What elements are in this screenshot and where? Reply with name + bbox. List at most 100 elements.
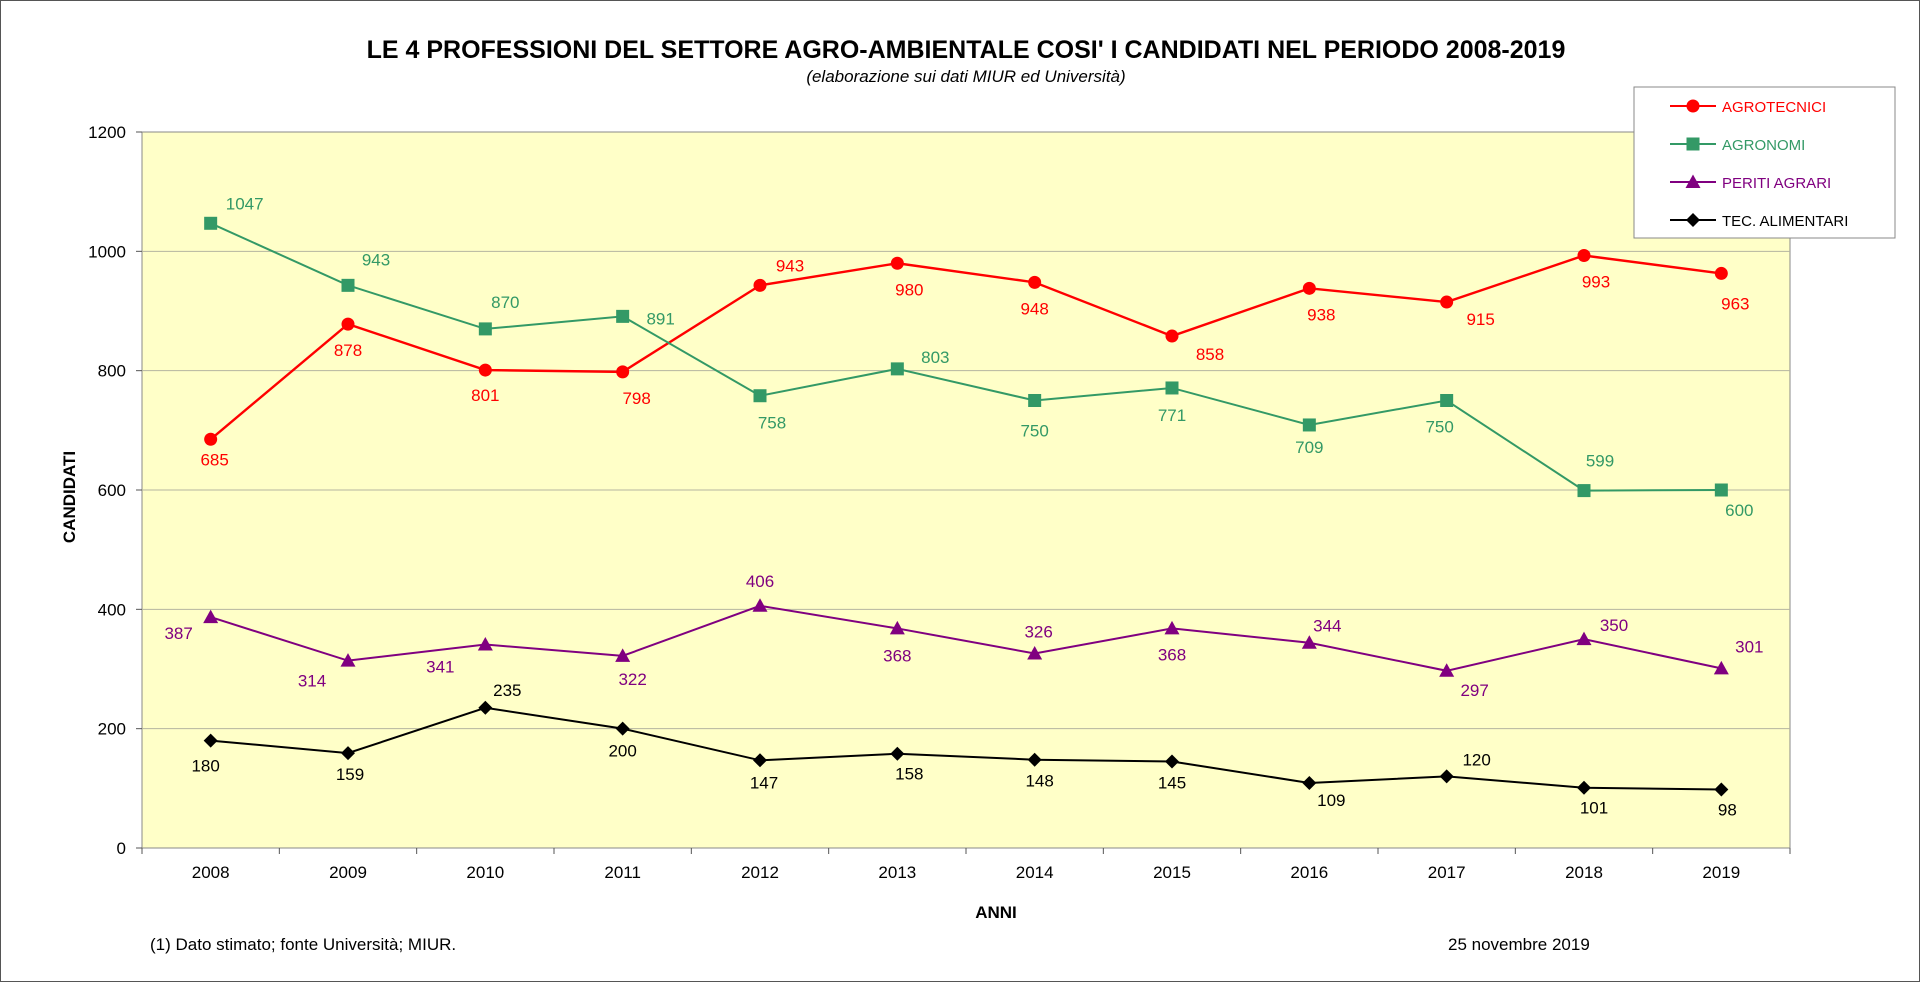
- data-label: 600: [1725, 501, 1753, 520]
- data-label: 326: [1024, 622, 1052, 641]
- data-point: [341, 317, 355, 331]
- series-layer: [203, 216, 1729, 797]
- data-label: 948: [1020, 299, 1048, 318]
- series-line-1: [210, 222, 1722, 492]
- legend-marker: [1686, 213, 1700, 227]
- y-tick-label: 200: [98, 720, 126, 739]
- x-tick-label: 2017: [1428, 863, 1466, 882]
- data-point: [890, 256, 904, 270]
- legend-marker: [1686, 137, 1700, 151]
- data-label: 368: [883, 646, 911, 665]
- data-point: [890, 746, 905, 761]
- data-label: 858: [1196, 345, 1224, 364]
- data-label: 297: [1460, 681, 1488, 700]
- data-label: 599: [1586, 452, 1614, 471]
- data-label: 159: [336, 765, 364, 784]
- y-tick-label: 1000: [88, 242, 126, 261]
- data-label: 803: [921, 348, 949, 367]
- data-point: [204, 216, 218, 230]
- data-point: [1576, 631, 1592, 646]
- data-label: 758: [758, 414, 786, 433]
- data-point: [890, 362, 904, 376]
- data-label: 915: [1466, 310, 1494, 329]
- data-label: 120: [1462, 750, 1490, 769]
- x-tick-label: 2013: [878, 863, 916, 882]
- data-label: 943: [362, 250, 390, 269]
- data-point: [1714, 782, 1729, 797]
- data-point: [616, 365, 630, 379]
- data-point: [478, 700, 493, 715]
- y-tick-label: 600: [98, 481, 126, 500]
- data-point: [753, 753, 767, 768]
- data-point: [203, 609, 219, 624]
- data-point: [1439, 663, 1455, 677]
- data-point: [1439, 769, 1454, 784]
- data-point: [1440, 394, 1454, 407]
- data-point: [340, 653, 356, 667]
- x-tick-label: 2012: [741, 863, 779, 882]
- data-point: [478, 363, 492, 377]
- data-point: [889, 620, 905, 635]
- data-label: 147: [750, 773, 778, 792]
- data-point: [615, 648, 631, 662]
- data-label: 98: [1718, 801, 1737, 820]
- data-label: 322: [618, 670, 646, 689]
- data-label: 158: [895, 765, 923, 784]
- data-label: 801: [471, 386, 499, 405]
- chart-date: 25 novembre 2019: [1448, 935, 1590, 954]
- y-tick-label: 800: [98, 362, 126, 381]
- data-label: 235: [493, 681, 521, 700]
- x-tick-label: 2008: [192, 863, 230, 882]
- data-label: 771: [1158, 406, 1186, 425]
- data-label: 341: [426, 658, 454, 677]
- data-label: 750: [1425, 418, 1453, 437]
- data-label: 943: [776, 256, 804, 275]
- data-point: [1714, 483, 1728, 497]
- data-label: 387: [164, 624, 192, 643]
- data-label: 938: [1307, 305, 1335, 324]
- data-point: [1440, 295, 1454, 309]
- data-point: [1027, 645, 1043, 660]
- data-label: 891: [646, 309, 674, 328]
- data-label: 109: [1317, 791, 1345, 810]
- x-tick-label: 2016: [1290, 863, 1328, 882]
- data-label: 406: [746, 572, 774, 591]
- data-label: 200: [608, 742, 636, 761]
- chart-subtitle: (elaborazione sui dati MIUR ed Universit…: [806, 67, 1125, 86]
- data-label: 798: [622, 389, 650, 408]
- data-point: [477, 637, 493, 651]
- data-point: [1165, 329, 1179, 343]
- data-point: [1577, 484, 1591, 498]
- data-labels-layer: 685 878 801 798 943 980 948 858 938 915 993 963 1047…: [164, 194, 1763, 819]
- data-point: [203, 733, 218, 748]
- legend-label: AGROTECNICI: [1722, 99, 1826, 116]
- y-tick-label: 400: [98, 600, 126, 619]
- data-point: [1165, 381, 1179, 395]
- legend-box: [1633, 86, 1896, 239]
- data-point: [1302, 775, 1317, 790]
- axes: 0 200 400 600 800 1000 1200 2008 2009 2010 2011 201…: [88, 123, 1791, 882]
- data-label: 314: [298, 672, 326, 691]
- data-label: 870: [491, 293, 519, 312]
- data-point: [1302, 418, 1316, 432]
- x-axis-label: ANNI: [975, 903, 1017, 922]
- series-line-3: [210, 706, 1722, 791]
- data-label: 145: [1158, 773, 1186, 792]
- data-point: [616, 309, 630, 323]
- data-label: 709: [1295, 438, 1323, 457]
- data-label: 148: [1025, 772, 1053, 791]
- gridlines: [142, 250, 1790, 730]
- data-point: [478, 322, 492, 336]
- data-label: 1047: [226, 194, 264, 213]
- data-point: [1164, 620, 1180, 635]
- data-point: [1165, 754, 1179, 769]
- footnote: (1) Dato stimato; fonte Università; MIUR…: [150, 935, 456, 954]
- data-label: 180: [191, 757, 219, 776]
- y-axis-label: CANDIDATI: [60, 451, 79, 543]
- data-point: [341, 746, 355, 761]
- data-point: [1027, 752, 1042, 767]
- x-tick-label: 2015: [1153, 863, 1191, 882]
- y-tick-label: 0: [117, 839, 126, 858]
- legend-label: TEC. ALIMENTARI: [1722, 213, 1848, 230]
